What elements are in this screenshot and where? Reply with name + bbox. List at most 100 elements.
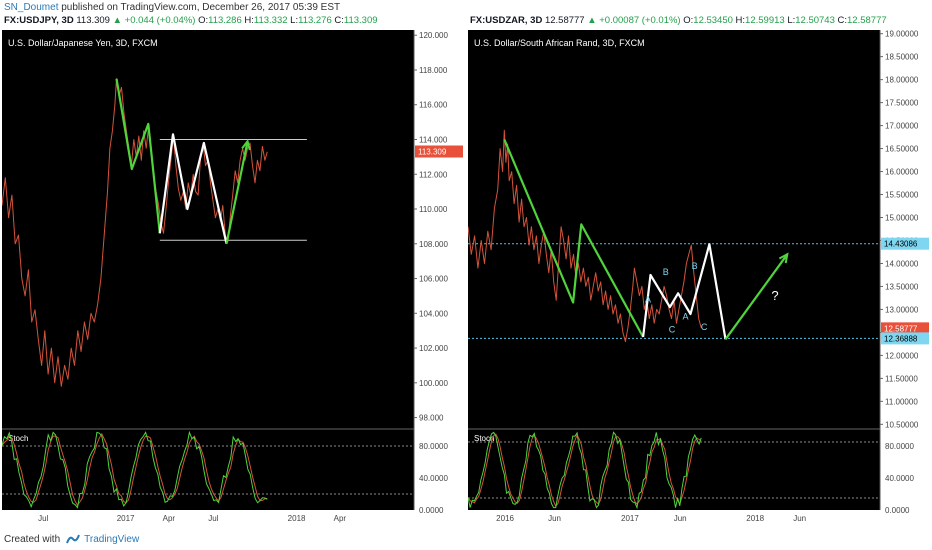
y-tick-label: 11.50000 bbox=[885, 374, 918, 383]
last-price-badge bbox=[415, 145, 463, 158]
level-label: 12.36888 bbox=[884, 334, 918, 343]
right-last: 12.58777 bbox=[544, 15, 585, 26]
stoch-tick-label: 40.0000 bbox=[885, 474, 914, 483]
y-tick-label: 13.50000 bbox=[885, 282, 919, 291]
right-h-label: H: bbox=[735, 15, 746, 26]
pattern-green-arrow-line bbox=[225, 140, 249, 245]
arrow-head bbox=[241, 138, 251, 151]
usdjpy-chart[interactable]: U.S. Dollar/Japanese Yen, 3D, FXCM 98.000… bbox=[2, 30, 464, 526]
left-open: 113.286 bbox=[208, 15, 242, 26]
y-tick-label: 116.000 bbox=[419, 101, 448, 110]
left-ticker: FX:USDJPY, 3D bbox=[4, 15, 74, 26]
right-high: 12.59913 bbox=[745, 15, 785, 26]
stoch-d-line bbox=[2, 432, 268, 506]
left-h-label: H: bbox=[244, 15, 254, 26]
y-tick-label: 118.000 bbox=[419, 66, 448, 75]
x-tick-label: Jun bbox=[793, 514, 806, 523]
wave-label: C bbox=[669, 324, 676, 334]
wave-label: A bbox=[683, 312, 689, 322]
level-label: 14.43086 bbox=[884, 240, 918, 249]
x-tick-label: 2018 bbox=[746, 514, 764, 523]
pattern-white-line bbox=[158, 133, 228, 245]
created-with-text: Created with bbox=[4, 533, 61, 545]
chart-title: U.S. Dollar/South African Rand, 3D, FXCM bbox=[474, 38, 645, 48]
right-c-label: C: bbox=[837, 15, 848, 26]
y-tick-label: 15.50000 bbox=[885, 191, 919, 200]
footer: Created with TradingView bbox=[4, 530, 139, 548]
stoch-tick-label: 80.0000 bbox=[885, 442, 914, 451]
level-badge bbox=[881, 332, 929, 345]
wave-label: A bbox=[645, 295, 651, 305]
y-tick-label: 114.000 bbox=[419, 135, 448, 144]
author-link[interactable]: SN_Doumet bbox=[4, 2, 59, 13]
y-tick-label: 17.50000 bbox=[885, 99, 919, 108]
usdzar-chart-panel[interactable]: U.S. Dollar/South African Rand, 3D, FXCM… bbox=[468, 30, 930, 526]
y-tick-label: 106.000 bbox=[419, 275, 448, 284]
publish-line: SN_Doumet published on TradingView.com, … bbox=[4, 2, 340, 13]
y-tick-label: 19.00000 bbox=[885, 30, 919, 39]
wave-label: B bbox=[663, 267, 669, 277]
x-tick-label: Jun bbox=[674, 514, 687, 523]
left-symbol-line: FX:USDJPY, 3D 113.309 ▲ +0.044 (+0.04%) … bbox=[4, 15, 378, 26]
pattern-green-arrow-line bbox=[724, 253, 789, 340]
wave-label: C bbox=[701, 322, 708, 332]
stoch-tick-label: 40.0000 bbox=[419, 474, 448, 483]
left-c-label: C: bbox=[334, 15, 344, 26]
wave-label: ? bbox=[771, 288, 778, 303]
y-tick-label: 120.000 bbox=[419, 31, 448, 40]
level-badge bbox=[881, 237, 929, 250]
left-high: 113.332 bbox=[253, 15, 288, 26]
left-change: ▲ +0.044 (+0.04%) bbox=[112, 15, 196, 26]
x-tick-label: 2018 bbox=[288, 514, 306, 523]
last-price-label: 113.309 bbox=[418, 148, 447, 157]
x-tick-label: Jul bbox=[38, 514, 48, 523]
y-tick-label: 16.00000 bbox=[885, 168, 919, 177]
pattern-green-line bbox=[503, 138, 645, 338]
left-l-label: L: bbox=[290, 15, 299, 26]
y-tick-label: 104.000 bbox=[419, 309, 448, 318]
x-tick-label: 2017 bbox=[621, 514, 639, 523]
stoch-d-line bbox=[468, 433, 702, 508]
left-o-label: O: bbox=[198, 15, 209, 26]
chart-title: U.S. Dollar/Japanese Yen, 3D, FXCM bbox=[8, 38, 158, 48]
stoch-tick-label: 80.0000 bbox=[419, 442, 448, 451]
x-tick-label: Jul bbox=[208, 514, 218, 523]
right-open: 12.53450 bbox=[693, 15, 733, 26]
usdjpy-chart-panel[interactable]: U.S. Dollar/Japanese Yen, 3D, FXCM 98.000… bbox=[2, 30, 464, 526]
right-close: 12.58777 bbox=[847, 15, 887, 26]
right-l-label: L: bbox=[787, 15, 796, 26]
left-close: 113.309 bbox=[343, 15, 378, 26]
tradingview-logo-icon bbox=[66, 534, 81, 544]
right-ticker: FX:USDZAR, 3D bbox=[470, 15, 543, 26]
right-symbol-line: FX:USDZAR, 3D 12.58777 ▲ +0.00087 (+0.01… bbox=[470, 15, 887, 26]
tradingview-brand-link[interactable]: TradingView bbox=[84, 533, 140, 545]
right-o-label: O: bbox=[683, 15, 694, 26]
x-tick-label: 2016 bbox=[496, 514, 514, 523]
x-tick-label: Apr bbox=[334, 514, 347, 523]
stoch-label: Stoch bbox=[8, 434, 28, 443]
y-tick-label: 102.000 bbox=[419, 344, 448, 353]
y-tick-label: 18.00000 bbox=[885, 76, 919, 85]
y-tick-label: 17.00000 bbox=[885, 122, 919, 131]
stoch-k-line bbox=[2, 430, 268, 509]
right-change: ▲ +0.00087 (+0.01%) bbox=[587, 15, 681, 26]
y-tick-label: 110.000 bbox=[419, 205, 448, 214]
pattern-white-line bbox=[642, 243, 727, 340]
y-tick-label: 98.000 bbox=[419, 414, 444, 423]
y-tick-label: 108.000 bbox=[419, 240, 448, 249]
plot-background bbox=[468, 30, 880, 510]
wave-label: B bbox=[692, 261, 698, 271]
last-price-badge bbox=[881, 322, 929, 335]
usdzar-chart[interactable]: U.S. Dollar/South African Rand, 3D, FXCM… bbox=[468, 30, 930, 526]
x-tick-label: 2017 bbox=[117, 514, 135, 523]
y-tick-label: 13.00000 bbox=[885, 305, 919, 314]
y-tick-label: 112.000 bbox=[419, 170, 448, 179]
y-tick-label: 15.00000 bbox=[885, 214, 919, 223]
price-line bbox=[468, 129, 702, 343]
price-axis-background bbox=[414, 30, 464, 526]
plot-background bbox=[2, 30, 414, 510]
y-tick-label: 14.00000 bbox=[885, 259, 919, 268]
right-low: 12.50743 bbox=[795, 15, 835, 26]
stoch-k-line bbox=[468, 431, 702, 510]
y-tick-label: 10.50000 bbox=[885, 420, 919, 429]
